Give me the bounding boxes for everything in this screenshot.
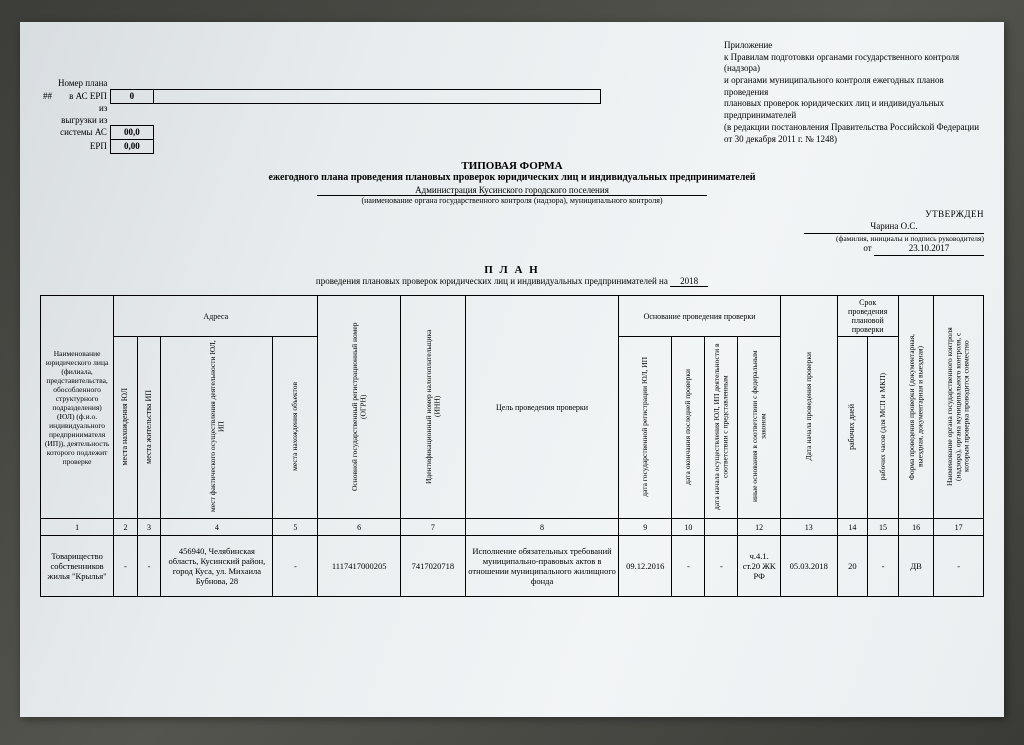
label-as-erp: в АС ЕРП — [55, 89, 110, 103]
num-7: 7 — [400, 519, 465, 536]
cell-addr-ul: - — [114, 536, 138, 597]
title-sub: ежегодного плана проведения плановых про… — [40, 172, 984, 183]
col-h3: места жительства ИП — [137, 337, 161, 519]
cell-joint: - — [934, 536, 984, 597]
approved-label: УТВЕРЖДЕН — [40, 209, 984, 221]
document-page: Номер плана ## в АС ЕРП 0 из выгрузки из… — [20, 22, 1004, 717]
num-14: 14 — [837, 519, 868, 536]
cell-otherbasis: ч.4.1. ст.20 ЖК РФ — [738, 536, 780, 597]
title-block: ТИПОВАЯ ФОРМА ежегодного плана проведени… — [40, 160, 984, 205]
col-h2: места нахождения ЮЛ — [114, 337, 138, 519]
col-h4: мест фактического осуществления деятельн… — [161, 337, 273, 519]
num-1: 1 — [41, 519, 114, 536]
appendix-l3: и органами муниципального контроля ежего… — [724, 75, 984, 98]
col-h6: Основной государственный регистрационный… — [318, 296, 401, 519]
cell-purpose: Исполнение обязательных требований муниц… — [465, 536, 618, 597]
num-8: 8 — [465, 519, 618, 536]
cell-lastcheck: - — [672, 536, 705, 597]
plan-word: П Л А Н — [40, 264, 984, 276]
col-h5: места нахождения объектов — [273, 337, 318, 519]
scan-background: Номер плана ## в АС ЕРП 0 из выгрузки из… — [0, 0, 1024, 745]
num-5: 5 — [273, 519, 318, 536]
appendix-block: Приложение к Правилам подготовки органам… — [724, 40, 984, 145]
plan-text: проведения плановых проверок юридических… — [316, 276, 668, 286]
col-h9: дата государственной регистрации ЮЛ, ИП — [619, 337, 672, 519]
appendix-l1: Приложение — [724, 40, 984, 52]
value-sys-as: 00,0 — [110, 126, 153, 140]
org-note: (наименование органа государственного ко… — [40, 196, 984, 205]
col-basis: Основание проведения проверки — [619, 296, 781, 337]
col-h10: дата окончания последней проверки — [672, 337, 705, 519]
top-row: Номер плана ## в АС ЕРП 0 из выгрузки из… — [40, 40, 984, 154]
appendix-l4: плановых проверок юридических лиц и инди… — [724, 98, 984, 121]
col-h16: Форма проведения проверки (документарная… — [898, 296, 933, 519]
col-duration: Срок проведения плановой проверки — [837, 296, 898, 337]
num-4: 4 — [161, 519, 273, 536]
plan-number-block: Номер плана ## в АС ЕРП 0 из выгрузки из… — [40, 78, 601, 154]
col-h11: дата начала осуществления ЮЛ, ИП деятель… — [705, 337, 738, 519]
plan-title-block: П Л А Н проведения плановых проверок юри… — [40, 264, 984, 287]
approver-name: Чарина О.С. — [804, 221, 984, 234]
col-h15: рабочих часов (для МСП и МКП) — [868, 337, 899, 519]
org-name: Администрация Кусинского городского посе… — [317, 185, 707, 196]
appendix-l5: (в редакции постановления Правительства … — [724, 122, 984, 134]
num-9: 9 — [619, 519, 672, 536]
main-table: Наименование юридического лица (филиала,… — [40, 295, 984, 597]
cell-ogrn: 1117417000205 — [318, 536, 401, 597]
col-addresses: Адреса — [114, 296, 318, 337]
label-erp2: ЕРП — [55, 140, 110, 154]
hash-label: ## — [40, 89, 55, 103]
appendix-l2: к Правилам подготовки органами государст… — [724, 52, 984, 75]
num-16: 16 — [898, 519, 933, 536]
label-iz: из — [55, 103, 110, 114]
cell-name: Товарищество собственников жилья "Крылья… — [41, 536, 114, 597]
num-12: 12 — [738, 519, 780, 536]
num-15: 15 — [868, 519, 899, 536]
num-13: 13 — [780, 519, 837, 536]
value-plan-number: 0 — [110, 89, 153, 103]
col-h1: Наименование юридического лица (филиала,… — [41, 296, 114, 519]
label-sys-as: системы АС — [55, 126, 110, 140]
cell-regdate: 09.12.2016 — [619, 536, 672, 597]
num-2: 2 — [114, 519, 138, 536]
num-10: 10 — [672, 519, 705, 536]
cell-addr-obj: - — [273, 536, 318, 597]
col-h12: иные основания в соответствии с федераль… — [738, 337, 780, 519]
label-plan-number: Номер плана — [55, 78, 110, 89]
num-17: 17 — [934, 519, 984, 536]
plan-year: 2018 — [670, 276, 708, 287]
cell-actstart: - — [705, 536, 738, 597]
table-row: Товарищество собственников жилья "Крылья… — [41, 536, 984, 597]
approver-note: (фамилия, инициалы и подпись руководител… — [40, 234, 984, 244]
col-h17: Наименование органа государственного кон… — [934, 296, 984, 519]
col-h13: Дата начала проведения проверки — [780, 296, 837, 519]
cell-days: 20 — [837, 536, 868, 597]
value-erp2: 0,00 — [110, 140, 153, 154]
num-6: 6 — [318, 519, 401, 536]
from-label: от — [863, 243, 871, 253]
title-main: ТИПОВАЯ ФОРМА — [40, 160, 984, 172]
cell-startdate: 05.03.2018 — [780, 536, 837, 597]
number-row: 1 2 3 4 5 6 7 8 9 10 12 13 14 15 16 17 — [41, 519, 984, 536]
header-row-1: Наименование юридического лица (филиала,… — [41, 296, 984, 337]
approval-date: 23.10.2017 — [874, 243, 984, 256]
cell-inn: 7417020718 — [400, 536, 465, 597]
cell-hours: - — [868, 536, 899, 597]
cell-addr-fact: 456940, Челябинская область, Кусинский р… — [161, 536, 273, 597]
appendix-l6: от 30 декабря 2011 г. № 1248) — [724, 134, 984, 146]
num-11 — [705, 519, 738, 536]
cell-addr-ip: - — [137, 536, 161, 597]
approval-block: УТВЕРЖДЕН Чарина О.С. (фамилия, инициалы… — [40, 209, 984, 256]
cell-form: ДВ — [898, 536, 933, 597]
empty-field — [153, 89, 600, 103]
label-vygr: выгрузки из — [55, 115, 110, 126]
col-h8: Цель проведения проверки — [465, 296, 618, 519]
col-h7: Идентификационный номер налогоплательщик… — [400, 296, 465, 519]
num-3: 3 — [137, 519, 161, 536]
col-h14: рабочих дней — [837, 337, 868, 519]
